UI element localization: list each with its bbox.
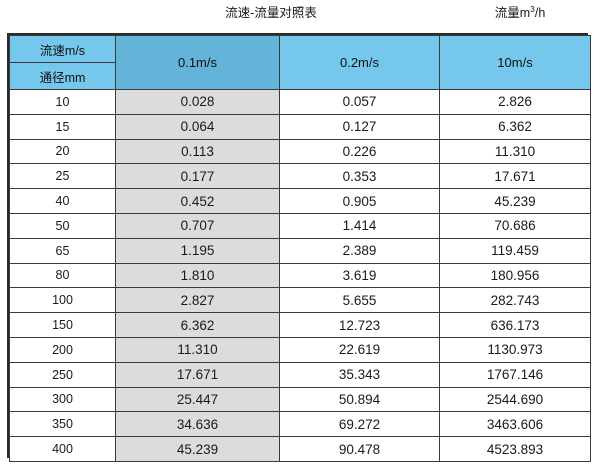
cell-diameter: 200 [9, 336, 116, 363]
cell-flow-10: 1767.146 [439, 361, 591, 388]
cell-flow-0-1: 0.177 [115, 163, 280, 190]
cell-flow-10: 2544.690 [439, 386, 591, 413]
header-col-2: 10m/s [439, 35, 591, 90]
table-row: 100 2.827 5.655 282.743 [9, 287, 591, 314]
table-row: 80 1.810 3.619 180.956 [9, 262, 591, 289]
cell-flow-0-1: 0.707 [115, 212, 280, 239]
cell-flow-0-1: 0.064 [115, 113, 280, 140]
cell-flow-0-1: 11.310 [115, 336, 280, 363]
cell-flow-0-2: 0.226 [279, 138, 440, 165]
cell-flow-10: 4523.893 [439, 436, 591, 462]
table-row: 300 25.447 50.894 2544.690 [9, 386, 591, 413]
cell-flow-0-1: 6.362 [115, 312, 280, 338]
table-row: 400 45.239 90.478 4523.893 [9, 436, 591, 462]
cell-flow-0-2: 1.414 [279, 212, 440, 239]
table-row: 20 0.113 0.226 11.310 [9, 138, 591, 165]
flow-velocity-table: 流速m/s 0.1m/s 0.2m/s 10m/s 通径mm 10 0.028 0.… [9, 35, 591, 462]
cell-flow-10: 2.826 [439, 89, 591, 115]
flow-unit-label-text: 流量m [494, 6, 531, 20]
header-row-top: 流速m/s 0.1m/s 0.2m/s 10m/s [9, 35, 591, 90]
cell-flow-0-2: 50.894 [279, 386, 440, 413]
cell-flow-0-2: 69.272 [279, 411, 440, 438]
cell-flow-0-2: 12.723 [279, 312, 440, 338]
cell-flow-0-1: 0.028 [115, 89, 280, 115]
cell-flow-10: 17.671 [439, 163, 591, 190]
header-row-bottom: 通径mm [9, 62, 591, 90]
cell-flow-0-2: 0.353 [279, 163, 440, 190]
cell-diameter: 350 [9, 411, 116, 438]
header-col-0: 0.1m/s [115, 35, 280, 90]
cell-flow-0-2: 90.478 [279, 436, 440, 462]
cell-flow-10: 6.362 [439, 113, 591, 140]
cell-flow-10: 3463.606 [439, 411, 591, 438]
cell-flow-0-1: 34.636 [115, 411, 280, 438]
cell-diameter: 400 [9, 436, 116, 462]
table-row: 10 0.028 0.057 2.826 [9, 89, 591, 115]
cell-flow-0-1: 45.239 [115, 436, 280, 462]
table-row: 250 17.671 35.343 1767.146 [9, 361, 591, 388]
table-row: 350 34.636 69.272 3463.606 [9, 411, 591, 438]
flow-unit-label: 流量m3/h [452, 5, 588, 21]
cell-flow-0-1: 1.195 [115, 237, 280, 264]
cell-flow-10: 70.686 [439, 212, 591, 239]
table-row: 50 0.707 1.414 70.686 [9, 212, 591, 239]
table-row: 150 6.362 12.723 636.173 [9, 312, 591, 338]
table-row: 65 1.195 2.389 119.459 [9, 237, 591, 264]
table-title: 流速-流量对照表 [225, 6, 317, 20]
flow-velocity-table-container: 流速m/s 0.1m/s 0.2m/s 10m/s 通径mm 10 0.028 0.… [7, 33, 591, 462]
cell-flow-0-2: 35.343 [279, 361, 440, 388]
table-row: 40 0.452 0.905 45.239 [9, 188, 591, 214]
cell-flow-10: 282.743 [439, 287, 591, 314]
cell-diameter: 10 [9, 89, 116, 115]
cell-flow-0-1: 2.827 [115, 287, 280, 314]
cell-diameter: 150 [9, 312, 116, 338]
cell-diameter: 100 [9, 287, 116, 314]
cell-flow-0-1: 1.810 [115, 262, 280, 289]
cell-diameter: 15 [9, 113, 116, 140]
cell-diameter: 20 [9, 138, 116, 165]
table-row: 200 11.310 22.619 1130.973 [9, 336, 591, 363]
cell-flow-0-2: 22.619 [279, 336, 440, 363]
cell-flow-10: 11.310 [439, 138, 591, 165]
cell-diameter: 65 [9, 237, 116, 264]
cell-diameter: 250 [9, 361, 116, 388]
cell-flow-10: 119.459 [439, 237, 591, 264]
table-header: 流速m/s 0.1m/s 0.2m/s 10m/s 通径mm [9, 35, 591, 90]
table-row: 25 0.177 0.353 17.671 [9, 163, 591, 190]
flow-unit-superscript: 3 [530, 3, 535, 14]
cell-diameter: 50 [9, 212, 116, 239]
header-col-1: 0.2m/s [279, 35, 440, 90]
flow-unit-label-tail: /h [534, 6, 546, 20]
cell-flow-10: 636.173 [439, 312, 591, 338]
cell-flow-0-2: 5.655 [279, 287, 440, 314]
header-diameter-label: 通径mm [9, 62, 116, 90]
caption-row: 流速-流量对照表 流量m3/h [0, 0, 600, 32]
cell-flow-0-2: 0.905 [279, 188, 440, 214]
cell-flow-0-2: 0.127 [279, 113, 440, 140]
cell-flow-0-1: 0.113 [115, 138, 280, 165]
cell-flow-10: 1130.973 [439, 336, 591, 363]
header-velocity-label: 流速m/s [9, 35, 116, 63]
cell-flow-0-2: 2.389 [279, 237, 440, 264]
table-body: 10 0.028 0.057 2.826 15 0.064 0.127 6.362 20 0.11… [9, 89, 591, 462]
cell-flow-0-1: 25.447 [115, 386, 280, 413]
cell-flow-0-1: 0.452 [115, 188, 280, 214]
cell-flow-0-1: 17.671 [115, 361, 280, 388]
cell-diameter: 40 [9, 188, 116, 214]
cell-flow-10: 45.239 [439, 188, 591, 214]
cell-diameter: 25 [9, 163, 116, 190]
cell-flow-0-2: 3.619 [279, 262, 440, 289]
table-row: 15 0.064 0.127 6.362 [9, 113, 591, 140]
cell-diameter: 300 [9, 386, 116, 413]
cell-flow-10: 180.956 [439, 262, 591, 289]
cell-diameter: 80 [9, 262, 116, 289]
cell-flow-0-2: 0.057 [279, 89, 440, 115]
